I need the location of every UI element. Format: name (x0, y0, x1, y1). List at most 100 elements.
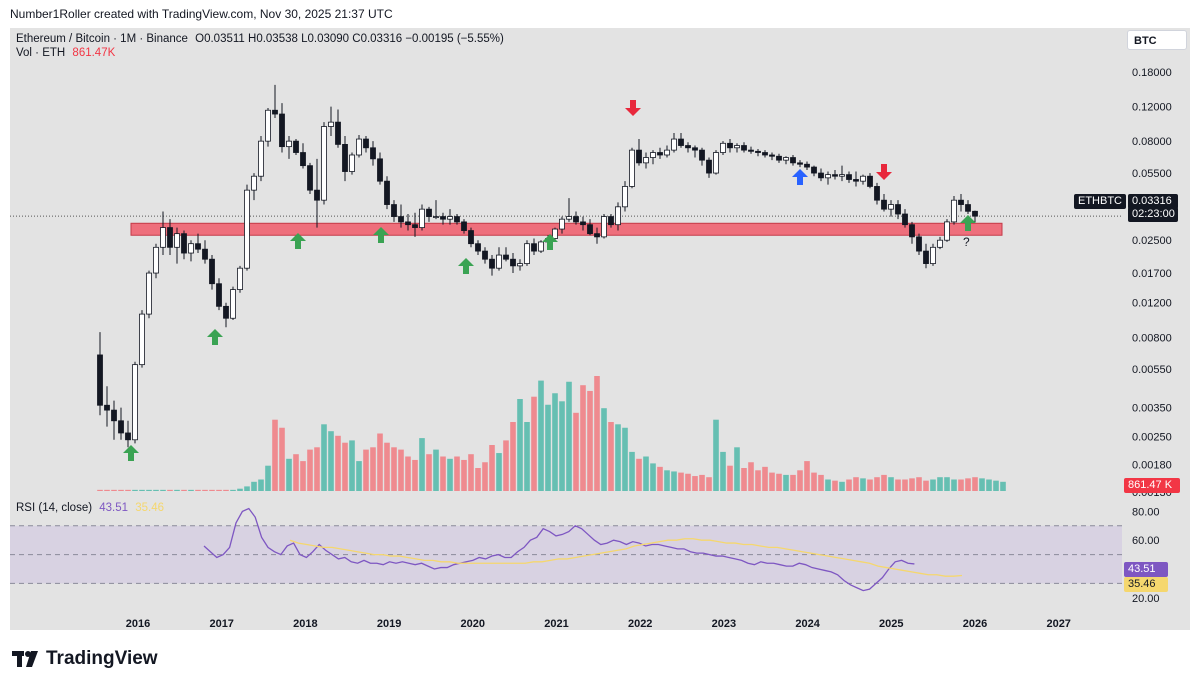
volume-bar (496, 453, 502, 491)
candle-up (524, 243, 530, 264)
legend-open: O0.03511 (195, 33, 245, 45)
volume-bar (594, 376, 600, 491)
candle-down (391, 204, 397, 217)
candle-up (237, 267, 243, 290)
candle-up (713, 152, 719, 174)
candle-down (293, 140, 299, 153)
volume-bar (580, 385, 586, 491)
red-arrow-icon (876, 164, 892, 180)
volume-bar (328, 431, 334, 491)
volume-bar (279, 427, 285, 491)
candle-up (139, 313, 145, 366)
volume-bar (881, 474, 887, 491)
candle-up (321, 126, 327, 201)
candle-down (762, 152, 768, 156)
attribution-header: Number1Roller created with TradingView.c… (10, 7, 393, 21)
price-tick-label: 0.00800 (1132, 332, 1172, 344)
candle-down (384, 180, 390, 205)
volume-bar (909, 478, 915, 491)
candle-down (97, 354, 103, 406)
volume-bar (475, 468, 481, 491)
candle-up (251, 175, 257, 191)
candle-down (790, 157, 796, 164)
volume-bar (825, 479, 831, 491)
candle-down (727, 142, 733, 149)
candle-down (797, 162, 803, 165)
candle-up (419, 208, 425, 228)
candle-up (888, 204, 894, 210)
volume-bar (209, 489, 215, 491)
volume-bar (902, 479, 908, 491)
candle-down (307, 165, 313, 191)
price-tick-label: 0.00250 (1132, 431, 1172, 443)
tradingview-logo[interactable]: TradingView (12, 648, 158, 670)
volume-bar (139, 489, 145, 491)
volume-bar (391, 447, 397, 491)
volume-bar (692, 476, 698, 491)
volume-bar (888, 477, 894, 491)
candle-down (482, 250, 488, 260)
candle-down (167, 227, 173, 248)
volume-bar (832, 480, 838, 491)
volume-bar (146, 489, 152, 491)
candle-down (216, 283, 222, 307)
volume-bar (251, 481, 257, 491)
volume-bar (741, 468, 747, 491)
volume-bar (860, 478, 866, 491)
candle-down (314, 189, 320, 201)
volume-bar (167, 489, 173, 491)
candle-down (181, 233, 187, 254)
candle-down (776, 155, 782, 161)
candle-down (461, 221, 467, 231)
legend-high: H0.03538 (248, 33, 298, 45)
candle-up (356, 138, 362, 156)
volume-bar (818, 474, 824, 491)
volume-tag: 861.47 K (1124, 478, 1180, 493)
ethbtc-chart[interactable]: 0.18000 0.12000 0.08000 0.05500 0.02500 0.017… (0, 0, 1200, 640)
green-arrow-icon (373, 227, 389, 243)
volume-bar (454, 456, 460, 491)
legend-change: −0.00195 (−5.55%) (405, 33, 504, 45)
candle-up (244, 189, 250, 269)
candle-up (615, 206, 621, 226)
candle-up (629, 149, 635, 187)
volume-bar (923, 480, 929, 491)
candle-up (517, 263, 523, 267)
volume-bar (986, 479, 992, 491)
volume-bar (433, 449, 439, 491)
volume-bar (790, 474, 796, 491)
volume-bar (363, 449, 369, 491)
candle-up (153, 246, 159, 274)
volume-bar (524, 422, 530, 491)
volume-bar (314, 447, 320, 491)
volume-bar (321, 424, 327, 491)
candle-down (454, 216, 460, 223)
volume-bar (447, 458, 453, 491)
price-tag: 0.03316 (1128, 194, 1178, 209)
green-arrow-icon (542, 234, 558, 250)
candle-up (839, 174, 845, 177)
volume-bar (622, 427, 628, 491)
volume-value: 861.47K (72, 47, 116, 59)
candle-up (349, 154, 355, 172)
candle-up (230, 289, 236, 319)
candle-up (650, 152, 656, 158)
candle-down (531, 243, 537, 252)
legend-pair[interactable]: Ethereum / Bitcoin · 1M · Binance (16, 33, 188, 45)
volume-bar (727, 465, 733, 491)
x-tick-label: 2022 (628, 618, 652, 630)
currency-button[interactable]: BTC (1127, 30, 1187, 50)
volume-bar (440, 456, 446, 491)
price-tick-label: 0.18000 (1132, 67, 1172, 79)
volume-bar (258, 479, 264, 491)
volume-bar (384, 442, 390, 491)
volume-bar (377, 433, 383, 491)
volume-bar (944, 477, 950, 491)
volume-bar (783, 474, 789, 491)
rsi-ma-value: 35.46 (135, 502, 165, 514)
volume-bar (720, 451, 726, 491)
rsi-tick-label: 60.00 (1132, 535, 1160, 547)
volume-bar (706, 477, 712, 491)
candle-down (405, 221, 411, 226)
rsi-label[interactable]: RSI (14, close) (16, 502, 93, 514)
